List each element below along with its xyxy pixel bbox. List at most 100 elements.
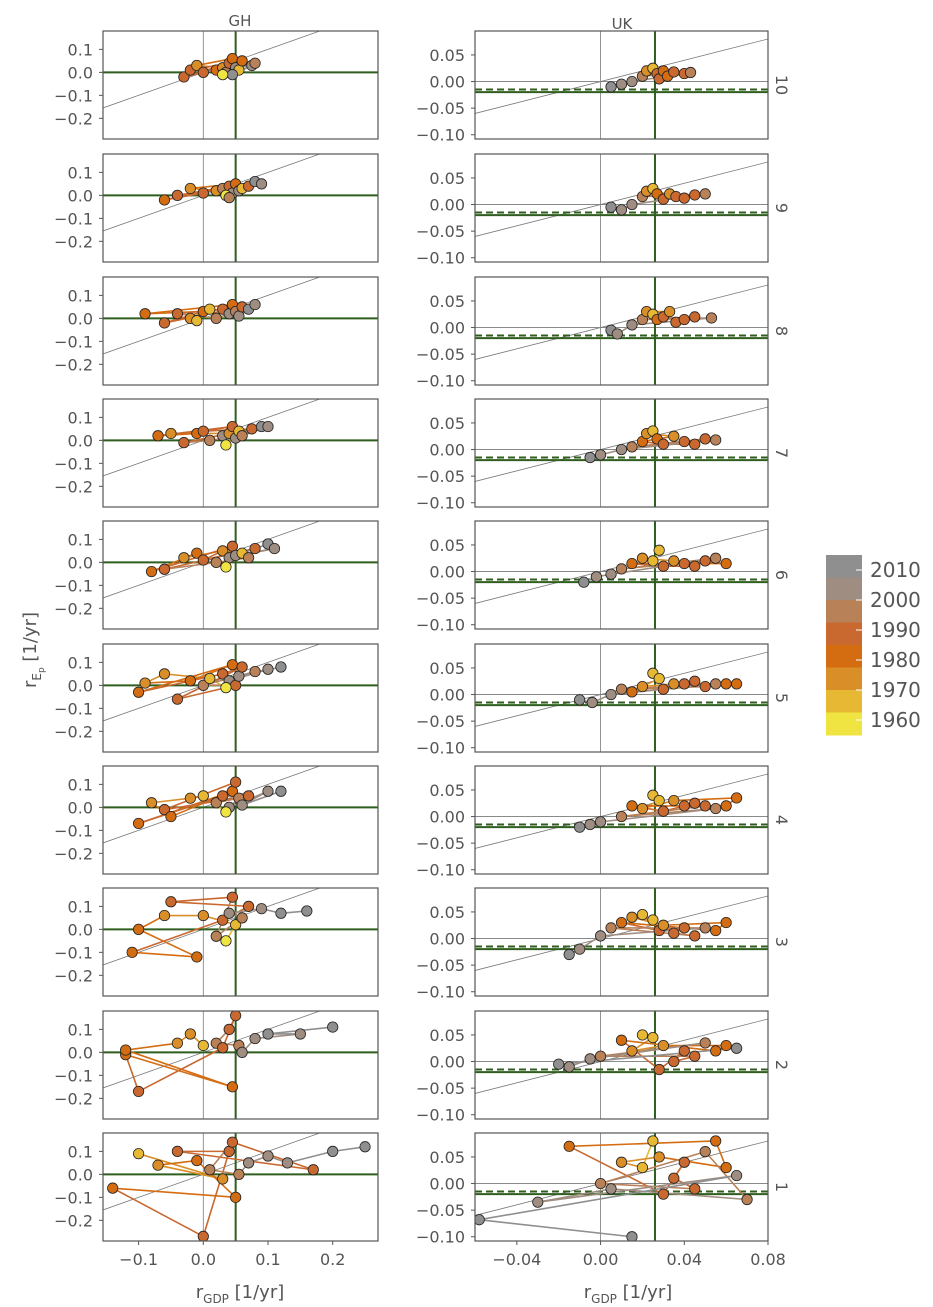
y-tick-label: −0.10: [416, 494, 465, 513]
trajectory-segment: [287, 1150, 333, 1164]
data-point: [294, 1028, 306, 1040]
y-tick-label: 0.0: [68, 798, 93, 817]
x-tick-label: 0.2: [320, 1250, 345, 1269]
colorbar-segment: [826, 577, 862, 586]
colorbar-segment: [826, 660, 862, 668]
data-point: [594, 1050, 607, 1062]
panel-gh-5: 0.1 0.0 −0.1 −0.2: [54, 643, 379, 753]
row-label: 7: [772, 448, 791, 458]
y-tick-label: −0.2: [54, 232, 93, 251]
data-point: [699, 800, 711, 812]
trajectory-segment: [610, 1188, 748, 1201]
data-point: [226, 1081, 239, 1093]
panel-gh-8: 0.1 0.0 −0.1 −0.2: [54, 276, 379, 386]
data-point: [327, 1145, 339, 1157]
data-point: [230, 776, 242, 788]
data-point: [731, 1042, 743, 1054]
y-tick-label: 0.05: [429, 659, 465, 678]
y-tick-label: 0.0: [68, 309, 93, 328]
colorbar-tick-label: 2000: [870, 588, 921, 612]
data-point: [657, 560, 669, 572]
data-point: [178, 71, 190, 83]
data-point: [249, 298, 261, 311]
data-point: [626, 75, 638, 88]
y-tick-label: 0.1: [68, 1142, 93, 1161]
trajectory-segment: [157, 1164, 223, 1180]
data-point: [657, 683, 669, 695]
data-point: [731, 678, 743, 690]
data-point: [132, 1085, 145, 1098]
panel-plot-area: [103, 1133, 378, 1241]
data-point: [626, 1231, 638, 1241]
data-point: [615, 204, 628, 216]
colorbar-segment: [826, 570, 862, 578]
y-tick-label: 0.00: [429, 319, 465, 338]
y-tick-label: −0.10: [416, 861, 465, 880]
data-point: [574, 943, 586, 955]
panel-plot-area: [103, 644, 378, 752]
trajectory-segment: [241, 790, 282, 806]
data-point: [249, 1032, 261, 1045]
data-point: [236, 55, 248, 67]
data-point: [710, 678, 722, 690]
x-tick-label: 0.08: [750, 1250, 786, 1269]
trajectory-segment: [537, 1174, 737, 1203]
data-point: [615, 683, 628, 695]
data-point: [626, 198, 638, 211]
panel-frame: [474, 1132, 769, 1242]
data-point: [720, 1161, 732, 1174]
data-point: [626, 686, 638, 698]
data-point: [197, 679, 209, 691]
reference-line: [475, 895, 768, 971]
y-tick-label: −0.1: [54, 209, 93, 228]
y-tick-label: 0.05: [429, 536, 465, 555]
data-point: [281, 1157, 294, 1169]
y-tick-label: −0.10: [416, 372, 465, 391]
trajectory-segment: [621, 1156, 660, 1164]
data-point: [731, 1169, 743, 1182]
data-point: [191, 951, 203, 963]
data-point: [165, 427, 177, 440]
x-tick-label: 0.0: [191, 1250, 216, 1269]
y-tick-label: 0.0: [68, 186, 93, 205]
trajectory-segment: [138, 795, 223, 825]
panel-plot-area: [475, 1011, 768, 1119]
colorbar-segment: [826, 720, 862, 728]
y-tick-label: −0.1: [54, 576, 93, 595]
data-point: [226, 1136, 239, 1148]
data-point: [204, 672, 216, 685]
data-point: [594, 1177, 607, 1190]
data-point: [220, 806, 232, 818]
panel-frame: [474, 887, 769, 997]
data-point: [647, 1135, 659, 1147]
data-point: [720, 800, 732, 812]
data-point: [327, 1021, 339, 1033]
y-tick-label: 0.1: [68, 897, 93, 916]
panel-uk-3: 0.05 0.00 −0.05 −0.10 3: [416, 887, 791, 1002]
y-tick-label: 0.1: [68, 775, 93, 794]
trajectory-segment: [170, 900, 249, 908]
trajectory-segment: [112, 1187, 204, 1238]
data-point: [699, 1146, 711, 1158]
data-point: [158, 804, 171, 816]
y-tick-label: 0.1: [68, 408, 93, 427]
data-point: [678, 192, 690, 204]
panel-plot-area: [103, 399, 378, 507]
data-point: [107, 1182, 119, 1194]
trajectory-segment: [157, 1159, 197, 1166]
data-point: [605, 688, 617, 701]
data-point: [145, 565, 158, 578]
trajectory-segment: [663, 921, 727, 927]
data-point: [636, 680, 649, 693]
data-point: [242, 552, 255, 564]
y-tick-label: 0.00: [429, 686, 465, 705]
data-point: [210, 556, 222, 568]
y-tick-label: 0.00: [429, 930, 465, 949]
data-point: [594, 930, 607, 942]
data-point: [230, 1011, 242, 1022]
data-point: [653, 1151, 665, 1163]
panel-frame: [474, 1010, 769, 1120]
y-tick-label: 0.05: [429, 414, 465, 433]
row-label: 8: [772, 326, 791, 336]
data-point: [307, 1164, 319, 1176]
